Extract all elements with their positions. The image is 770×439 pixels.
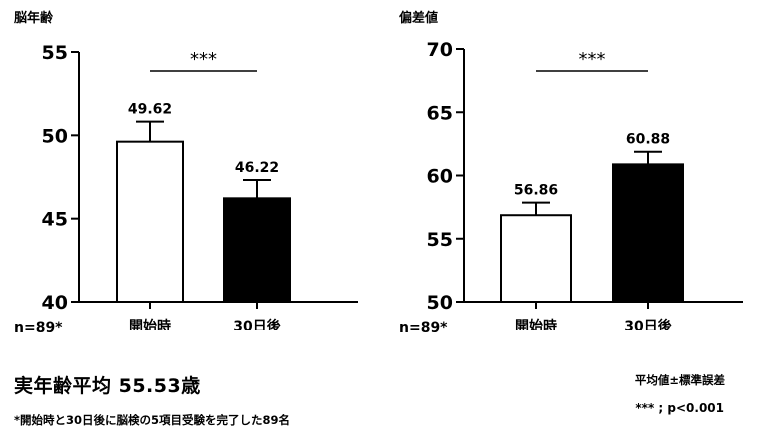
chart-title: 脳年齢 xyxy=(14,10,54,26)
y-tick-label: 60 xyxy=(427,166,453,188)
sample-footnote: *開始時と30日後に脳検の5項目受験を完了した89名 xyxy=(14,413,291,427)
chart-title: 偏差値 xyxy=(399,10,438,26)
y-tick-label: 70 xyxy=(427,39,453,61)
data-label: 49.62 xyxy=(128,102,172,118)
significance-marker: *** xyxy=(579,49,606,70)
data-label: 60.88 xyxy=(626,132,670,148)
deviation-score-chart: 偏差値 50 55 60 65 70 56.86 開始時 60.88 30日後 *** xyxy=(399,10,743,330)
y-tick-label: 50 xyxy=(427,292,453,314)
data-label: 46.22 xyxy=(235,160,279,176)
bar xyxy=(500,214,572,303)
y-tick-label: 50 xyxy=(42,125,68,147)
p-value-legend: *** ; p<0.001 xyxy=(635,401,724,415)
n-label-left: n=89* xyxy=(14,320,63,336)
y-tick-label: 45 xyxy=(42,209,68,231)
y-tick-label: 65 xyxy=(427,102,453,124)
brain-age-chart: 脳年齢 40 45 50 55 49.62 開始時 46.22 30日後 *** xyxy=(14,10,358,330)
y-tick-label: 40 xyxy=(42,292,68,314)
mean-actual-age: 実年齢平均 55.53歳 xyxy=(14,375,201,397)
bar xyxy=(612,163,684,303)
bar xyxy=(223,197,291,303)
x-tick-label: 開始時 xyxy=(515,318,557,330)
y-tick-label: 55 xyxy=(427,229,453,251)
x-tick-label: 30日後 xyxy=(624,318,672,330)
x-tick-label: 30日後 xyxy=(233,318,281,330)
n-label-right: n=89* xyxy=(399,320,448,336)
error-bar-legend: 平均値±標準誤差 xyxy=(634,373,725,387)
data-label: 56.86 xyxy=(514,183,558,199)
x-tick-label: 開始時 xyxy=(129,318,171,330)
significance-marker: *** xyxy=(190,49,217,70)
bar xyxy=(116,140,184,303)
y-tick-label: 55 xyxy=(42,42,68,64)
